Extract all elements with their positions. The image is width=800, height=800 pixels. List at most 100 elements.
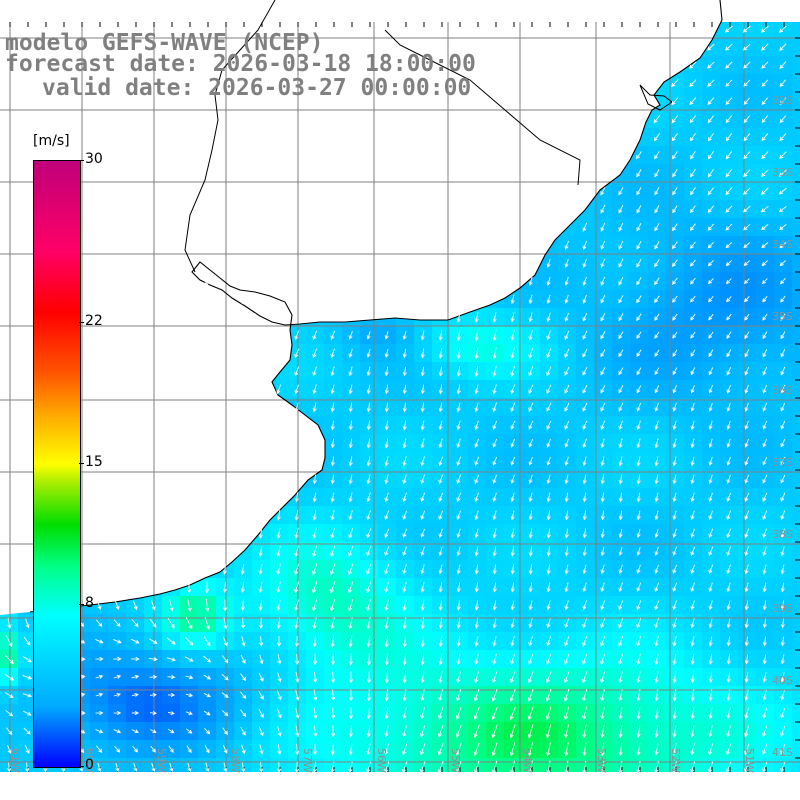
wind-vector-arrow — [7, 618, 12, 629]
wind-vector-arrow — [707, 169, 714, 178]
wind-vector-arrow — [780, 707, 786, 719]
wind-vector-arrow — [654, 653, 659, 666]
wind-vector-arrow — [366, 761, 371, 774]
wind-vector-arrow — [258, 726, 264, 737]
wind-vector-arrow — [150, 745, 156, 753]
wind-vector-arrow — [689, 259, 696, 267]
wind-vector-arrow — [527, 742, 534, 757]
wind-vector-arrow — [420, 725, 426, 738]
wind-vector-arrow — [330, 348, 335, 359]
wind-vector-arrow — [689, 79, 697, 87]
wind-vector-arrow — [672, 761, 677, 774]
speed-cell — [792, 326, 800, 345]
wind-vector-arrow — [743, 187, 751, 195]
wind-vector-arrow — [474, 329, 479, 342]
wind-vector-arrow — [366, 402, 371, 413]
wind-vector-arrow — [528, 618, 533, 629]
wind-vector-arrow — [528, 438, 534, 448]
wind-vector-arrow — [564, 276, 569, 286]
wind-vector-arrow — [618, 295, 624, 304]
wind-vector-arrow — [582, 600, 587, 611]
wind-vector-arrow — [510, 546, 515, 557]
wind-vector-arrow — [510, 438, 516, 448]
wind-vector-arrow — [294, 563, 300, 576]
wind-vector-arrow — [600, 474, 605, 485]
wind-vector-arrow — [420, 330, 425, 341]
wind-vector-arrow — [672, 600, 677, 611]
wind-vector-arrow — [636, 618, 642, 629]
lagoon-outline — [639, 84, 673, 111]
wind-vector-arrow — [690, 385, 695, 394]
top-margin — [0, 0, 800, 22]
wind-vector-arrow — [384, 402, 389, 413]
wind-vector-arrow — [672, 169, 678, 178]
wind-vector-arrow — [456, 420, 461, 431]
wind-vector-arrow — [402, 581, 407, 593]
wind-vector-arrow — [366, 689, 371, 702]
wind-vector-arrow — [491, 742, 498, 757]
wind-vector-arrow — [654, 474, 659, 485]
wind-vector-arrow — [492, 456, 498, 466]
wind-vector-arrow — [313, 689, 318, 702]
wind-vector-arrow — [618, 222, 624, 232]
wind-vector-arrow — [95, 674, 104, 679]
wind-vector-arrow — [167, 711, 175, 716]
wind-vector-arrow — [672, 618, 677, 629]
colorbar — [33, 160, 81, 768]
wind-vector-arrow — [672, 707, 677, 720]
wind-vector-arrow — [546, 366, 552, 377]
wind-vector-arrow — [204, 276, 209, 287]
wind-vector-arrow — [564, 546, 569, 557]
wind-vector-arrow — [420, 635, 425, 648]
wind-vector-arrow — [689, 241, 696, 249]
wind-vector-arrow — [582, 384, 588, 394]
wind-vector-arrow — [600, 331, 606, 340]
wind-vector-arrow — [743, 97, 751, 105]
wind-vector-arrow — [384, 492, 389, 503]
wind-vector-arrow — [186, 745, 192, 754]
wind-vector-arrow — [5, 709, 14, 717]
wind-vector-arrow — [402, 456, 407, 467]
wind-vector-arrow — [222, 636, 228, 647]
wind-vector-arrow — [564, 528, 569, 539]
wind-vector-arrow — [780, 384, 786, 394]
speed-cell — [792, 380, 800, 399]
wind-vector-arrow — [672, 151, 678, 160]
wind-vector-arrow — [726, 582, 731, 593]
wind-vector-arrow — [492, 329, 497, 342]
wind-vector-arrow — [491, 706, 498, 720]
wind-vector-arrow — [294, 599, 299, 612]
wind-vector-arrow — [762, 510, 768, 521]
wind-vector-arrow — [474, 420, 479, 431]
wind-vector-arrow — [348, 563, 354, 576]
speed-cell — [792, 290, 800, 309]
speed-cell — [792, 470, 800, 489]
wind-vector-arrow — [438, 402, 443, 413]
wind-vector-arrow — [384, 546, 390, 557]
wind-vector-arrow — [600, 760, 605, 775]
wind-vector-arrow — [708, 420, 713, 431]
wind-vector-arrow — [510, 510, 515, 521]
wind-vector-arrow — [600, 258, 606, 268]
wind-vector-arrow — [582, 438, 587, 449]
wind-vector-arrow — [258, 545, 263, 557]
wind-vector-arrow — [366, 743, 371, 756]
latitude-label: 41S — [772, 746, 793, 759]
wind-vector-arrow — [780, 618, 785, 629]
wind-vector-arrow — [654, 205, 660, 214]
longitude-label: 52W — [669, 748, 682, 773]
wind-vector-arrow — [7, 762, 12, 773]
wind-vector-arrow — [600, 420, 606, 431]
wind-vector-arrow — [689, 223, 696, 232]
wind-vector-arrow — [690, 492, 695, 503]
wind-vector-arrow — [600, 295, 606, 304]
wind-vector-arrow — [149, 729, 157, 734]
wind-vector-arrow — [348, 348, 353, 358]
wind-vector-arrow — [564, 348, 570, 359]
wind-vector-arrow — [618, 760, 623, 775]
wind-vector-arrow — [762, 761, 768, 773]
valid-date: valid date: 2026-03-27 00:00:00 — [42, 75, 472, 101]
wind-vector-arrow — [348, 545, 354, 557]
wind-vector-arrow — [239, 691, 247, 699]
wind-vector-arrow — [528, 582, 533, 593]
